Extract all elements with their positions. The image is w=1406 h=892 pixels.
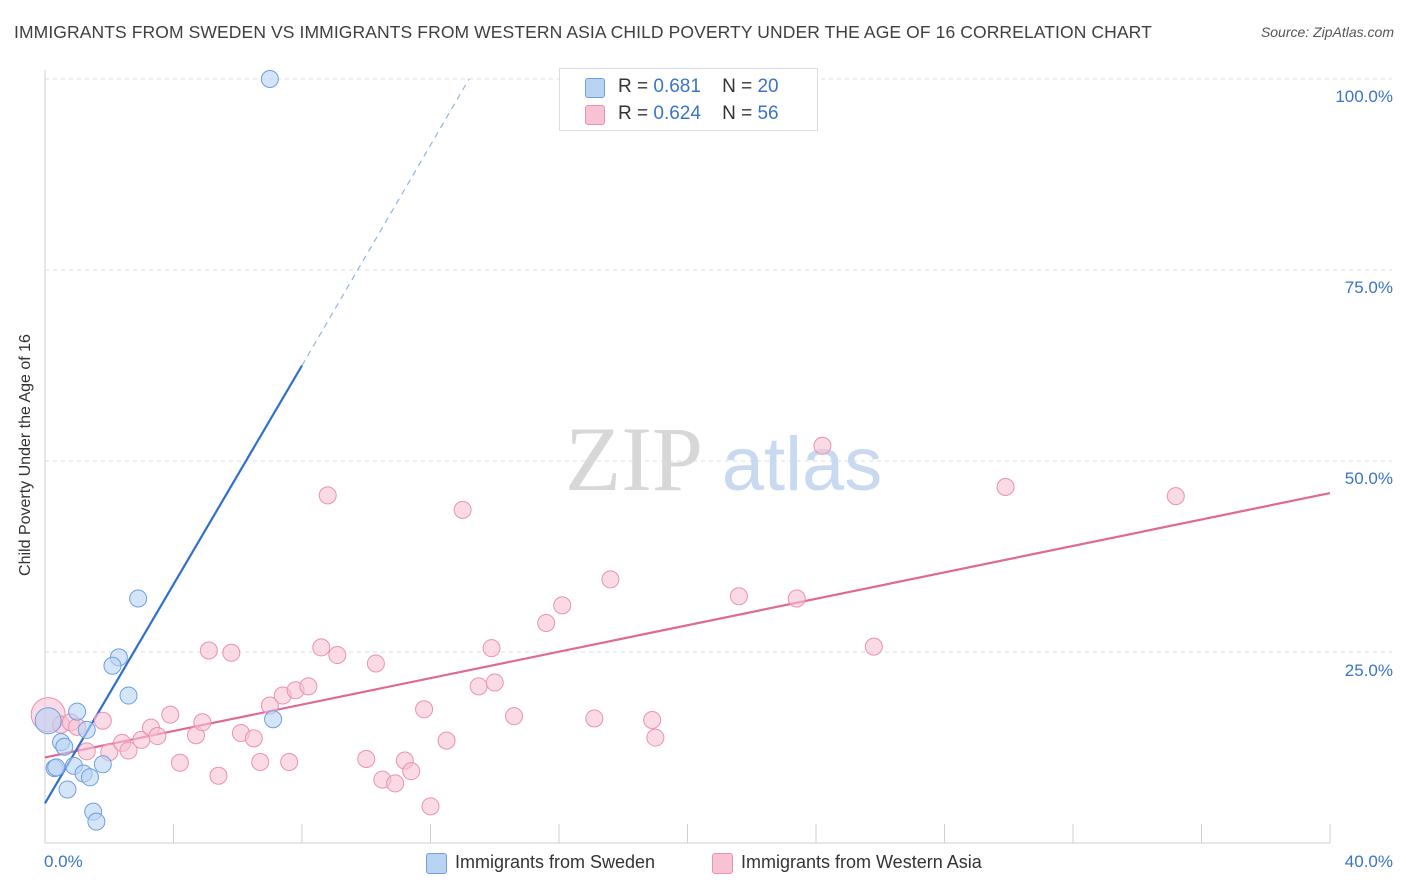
y-tick-25: 25.0%	[1344, 661, 1393, 680]
western-asia-n-value: 56	[757, 103, 779, 124]
western-asia-point	[415, 700, 434, 719]
western-asia-point	[421, 797, 440, 816]
western-asia-point	[244, 729, 263, 748]
western-asia-point	[318, 486, 337, 505]
sweden-point	[55, 737, 74, 756]
western-asia-point	[601, 570, 620, 589]
western-asia-swatch	[585, 105, 605, 125]
y-tick-50: 50.0%	[1344, 469, 1393, 488]
western-asia-point	[280, 753, 299, 772]
y-tick-75: 75.0%	[1344, 278, 1393, 297]
sweden-point	[77, 720, 96, 739]
western-asia-point	[119, 741, 138, 760]
watermark-zip: ZIP	[565, 408, 703, 510]
western-asia-point	[729, 587, 748, 606]
western-asia-point	[170, 753, 189, 772]
western-asia-point	[93, 711, 112, 730]
western-asia-r-value: 0.624	[653, 103, 701, 124]
western-asia-point	[386, 774, 405, 793]
y-axis-label: Child Poverty Under the Age of 16	[17, 334, 34, 576]
x-tick-min: 0.0%	[44, 852, 83, 871]
sweden-n-value: 20	[757, 76, 779, 97]
western-asia-point	[222, 643, 241, 662]
x-tick-max: 40.0%	[1344, 852, 1393, 871]
western-asia-point	[453, 500, 472, 519]
sweden-point	[119, 686, 138, 705]
watermark: ZIP atlas	[565, 408, 882, 510]
sweden-points	[34, 70, 283, 831]
sweden-point	[80, 768, 99, 787]
western-asia-point	[77, 742, 96, 761]
western-asia-r-label: R =	[618, 103, 649, 124]
watermark-atlas: atlas	[722, 422, 883, 507]
correlation-legend: R = 0.681 N = 20 R = 0.624 N = 56	[559, 68, 818, 131]
western-asia-point	[312, 638, 331, 657]
source-label: Source: ZipAtlas.com	[1260, 24, 1394, 40]
western-asia-point	[537, 613, 556, 632]
axes	[44, 70, 1331, 844]
western-asia-point	[251, 753, 270, 772]
western-asia-point	[209, 766, 228, 785]
western-asia-point	[505, 707, 524, 726]
chart-title: IMMIGRANTS FROM SWEDEN VS IMMIGRANTS FRO…	[14, 22, 1152, 42]
sweden-point	[68, 702, 87, 721]
western-asia-point	[366, 654, 385, 673]
sweden-n-label: N =	[722, 76, 753, 97]
sweden-point	[103, 656, 122, 675]
y-tick-100: 100.0%	[1335, 87, 1393, 106]
sweden-legend-label: Immigrants from Sweden	[455, 852, 656, 872]
sweden-point	[34, 707, 62, 735]
western-asia-legend-label: Immigrants from Western Asia	[741, 852, 982, 872]
western-asia-point	[402, 762, 421, 781]
sweden-swatch	[585, 78, 605, 98]
sweden-point	[47, 758, 66, 777]
western-asia-n-label: N =	[722, 103, 753, 124]
western-asia-legend-swatch	[712, 853, 733, 874]
western-asia-point	[787, 589, 806, 608]
western-asia-point	[328, 646, 347, 665]
western-asia-point	[193, 713, 212, 732]
western-asia-point	[585, 709, 604, 728]
sweden-legend-swatch	[426, 853, 447, 874]
sweden-point	[260, 70, 279, 88]
sweden-point	[93, 755, 112, 774]
grid-lines	[45, 78, 1392, 653]
western-asia-point	[996, 477, 1015, 496]
western-asia-point	[148, 727, 167, 746]
western-asia-point	[299, 677, 318, 696]
sweden-r-label: R =	[618, 76, 649, 97]
western-asia-point	[643, 710, 662, 729]
western-asia-point	[646, 728, 665, 747]
western-asia-point	[469, 677, 488, 696]
sweden-r-value: 0.681	[653, 76, 701, 97]
western-asia-point	[482, 639, 501, 658]
sweden-point	[264, 710, 283, 729]
western-asia-point	[161, 705, 180, 724]
western-asia-point	[199, 641, 218, 660]
sweden-point	[87, 812, 106, 831]
western-asia-point	[553, 596, 572, 615]
sweden-trend-extension	[301, 78, 470, 366]
western-asia-trend-line	[44, 492, 1331, 759]
western-asia-point	[357, 749, 376, 768]
sweden-point	[58, 780, 77, 799]
western-asia-point	[864, 637, 883, 656]
western-asia-point	[813, 436, 832, 455]
western-asia-point	[1166, 487, 1185, 506]
western-asia-point	[485, 673, 504, 692]
western-asia-point	[437, 731, 456, 750]
sweden-point	[129, 589, 148, 608]
